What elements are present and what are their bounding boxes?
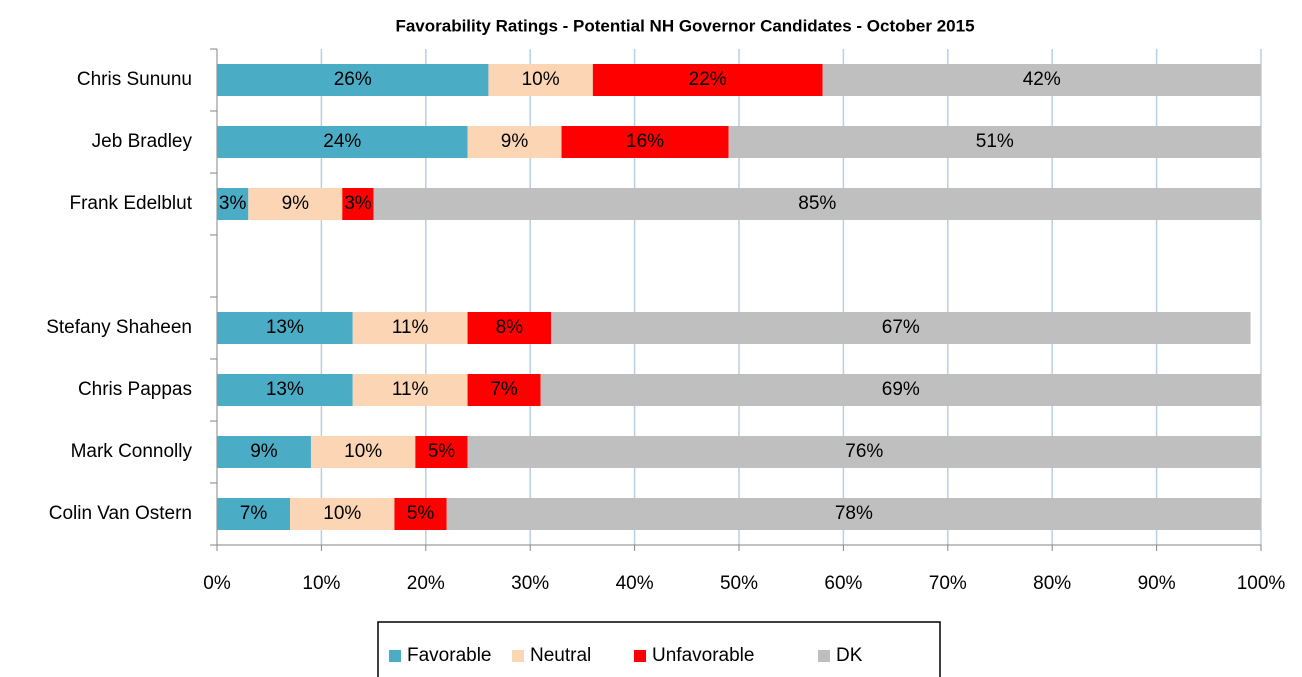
data-label: 11%	[392, 379, 429, 400]
bar-segment	[217, 64, 489, 96]
x-tick-label: 20%	[407, 573, 445, 594]
bar-segment	[394, 498, 447, 530]
data-label: 8%	[496, 317, 524, 338]
data-label: 10%	[323, 503, 361, 524]
data-label: 9%	[250, 441, 278, 462]
chart-title: Favorability Ratings - Potential NH Gove…	[395, 16, 974, 35]
x-tick-label: 10%	[302, 573, 340, 594]
x-tick-label: 50%	[720, 573, 758, 594]
bar-segment	[488, 64, 593, 96]
bar-segment	[217, 498, 291, 530]
bar-segment	[310, 436, 416, 468]
data-label: 7%	[490, 379, 518, 400]
legend-swatch	[389, 650, 401, 662]
legend-label: Unfavorable	[652, 645, 754, 666]
data-label: 85%	[798, 193, 836, 214]
bar-segment	[342, 188, 374, 220]
data-label: 9%	[501, 131, 529, 152]
bar-segment	[467, 436, 1261, 468]
legend-swatch	[818, 650, 830, 662]
data-label: 10%	[522, 69, 560, 90]
bar-segment	[540, 374, 1261, 406]
data-label: 5%	[407, 503, 435, 524]
bar-segment	[467, 374, 541, 406]
bar-segment	[561, 126, 729, 158]
bar-segment	[551, 312, 1251, 344]
data-label: 76%	[845, 441, 883, 462]
legend-label: Neutral	[530, 645, 591, 666]
x-tick-label: 90%	[1138, 573, 1176, 594]
x-tick-label: 80%	[1033, 573, 1071, 594]
data-label: 67%	[882, 317, 920, 338]
data-label: 51%	[976, 131, 1014, 152]
bar-segment	[467, 126, 562, 158]
bar-segment	[352, 374, 468, 406]
data-label: 26%	[334, 69, 372, 90]
x-tick-label: 40%	[616, 573, 654, 594]
data-label: 9%	[282, 193, 310, 214]
legend-label: DK	[836, 645, 863, 666]
legend-label: Favorable	[407, 645, 492, 666]
data-label: 13%	[266, 379, 304, 400]
data-label: 78%	[835, 503, 873, 524]
x-tick-label: 0%	[203, 573, 231, 594]
x-tick-label: 100%	[1237, 573, 1286, 594]
data-label: 22%	[689, 69, 727, 90]
bar-segment	[467, 312, 552, 344]
bar-segment	[217, 188, 249, 220]
x-tick-label: 70%	[929, 573, 967, 594]
x-tick-label: 30%	[511, 573, 549, 594]
data-label: 3%	[219, 193, 247, 214]
y-tick-label: Stefany Shaheen	[46, 317, 192, 338]
data-label: 24%	[323, 131, 361, 152]
data-label: 7%	[240, 503, 268, 524]
y-tick-label: Frank Edelblut	[69, 193, 192, 214]
bar-segment	[217, 126, 468, 158]
bar-segment	[728, 126, 1261, 158]
bar-segment	[217, 312, 353, 344]
data-label: 3%	[344, 193, 372, 214]
legend-box	[377, 621, 941, 677]
bar-segment	[217, 374, 353, 406]
bar-segment	[373, 188, 1262, 220]
legend-swatch	[634, 650, 646, 662]
data-label: 11%	[392, 317, 429, 338]
y-tick-label: Jeb Bradley	[92, 131, 193, 152]
bar-segment	[446, 498, 1261, 530]
y-tick-label: Chris Sununu	[77, 69, 192, 90]
bar-segment	[248, 188, 343, 220]
legend-swatch	[512, 650, 524, 662]
y-tick-label: Mark Connolly	[71, 441, 193, 462]
data-label: 10%	[344, 441, 382, 462]
data-label: 69%	[882, 379, 920, 400]
bar-segment	[290, 498, 395, 530]
data-label: 16%	[626, 131, 664, 152]
x-tick-label: 60%	[824, 573, 862, 594]
data-label: 5%	[428, 441, 456, 462]
data-label: 42%	[1023, 69, 1061, 90]
bar-segment	[592, 64, 823, 96]
bar-segment	[415, 436, 468, 468]
bar-segment	[352, 312, 468, 344]
data-label: 13%	[266, 317, 304, 338]
bar-segment	[217, 436, 311, 468]
bar-segment	[822, 64, 1261, 96]
y-tick-label: Chris Pappas	[78, 379, 192, 400]
y-tick-label: Colin Van Ostern	[49, 503, 192, 524]
